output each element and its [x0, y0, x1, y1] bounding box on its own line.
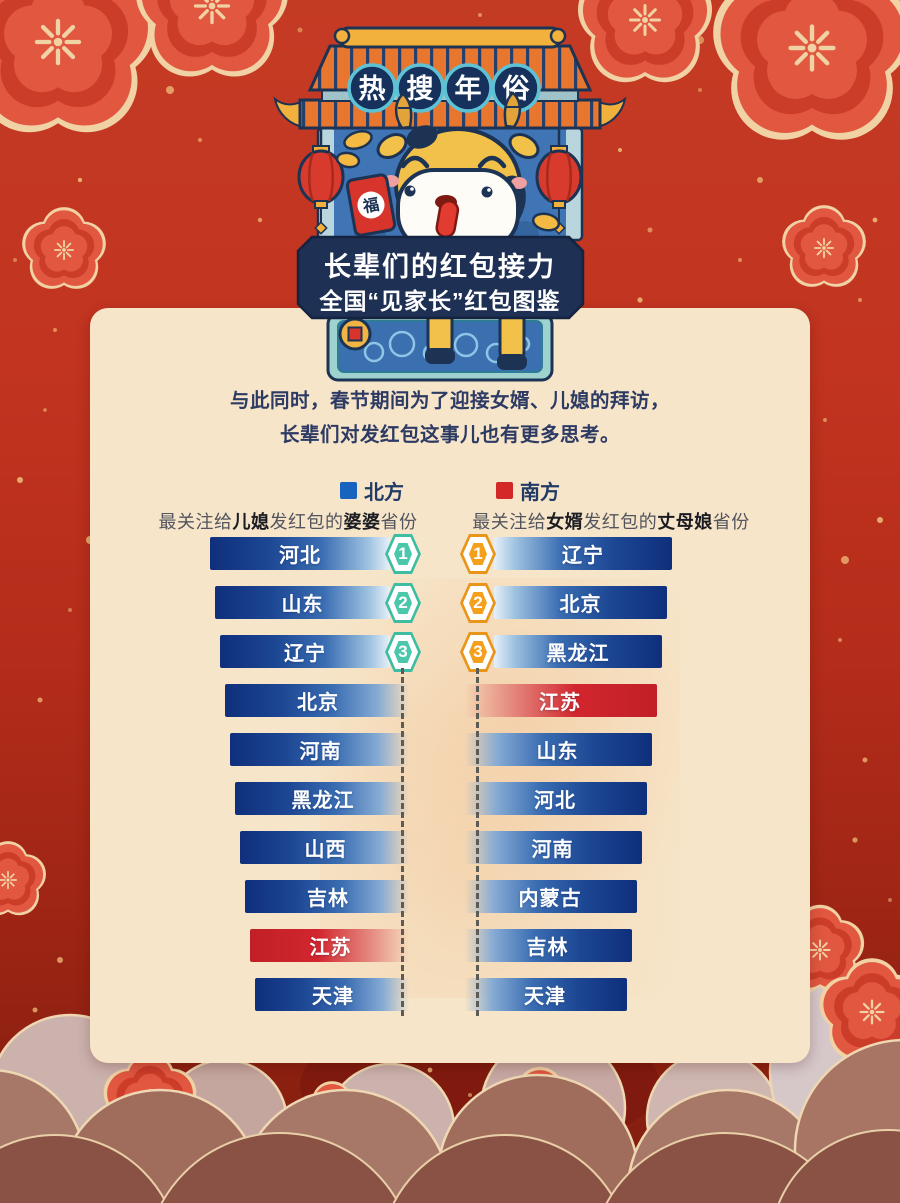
province-label: 河南: [299, 741, 342, 763]
ox-ear-right: [508, 133, 540, 159]
column-header-left: 最关注给儿媳发红包的婆婆省份: [158, 512, 418, 532]
province-bar: 江苏: [463, 684, 657, 717]
province-bar: 河南: [230, 733, 411, 766]
title-badge-circles: 热 搜 年 俗: [347, 63, 541, 113]
province-label: 北京: [559, 594, 602, 616]
province-bar: 辽宁 1: [460, 534, 672, 574]
province-bar: 吉林: [463, 929, 632, 962]
title-char-3: 年: [455, 73, 482, 104]
cloud-layer-front: [0, 1129, 900, 1203]
province-label: 河南: [531, 839, 574, 861]
ox-eyebrow-left: [400, 155, 430, 169]
province-bar: 河北 1: [210, 534, 421, 574]
north-color-swatch-icon: [340, 482, 357, 499]
title-char-2: 搜: [407, 74, 434, 104]
fu-character: 福: [361, 195, 381, 217]
province-bar: 河南: [463, 831, 642, 864]
legend-north-label: 北方: [364, 482, 404, 504]
province-label: 山西: [304, 839, 347, 861]
ox-horn-right: [503, 91, 522, 129]
province-label: 江苏: [539, 692, 581, 714]
intro-line-1: 与此同时，春节期间为了迎接女婿、儿媳的拜访，: [229, 390, 670, 412]
fu-red-envelope: 福: [345, 173, 397, 237]
province-label: 黑龙江: [546, 643, 610, 665]
rank-badge-hexagon-icon: 2: [460, 583, 496, 623]
banner-title-line-1: 长辈们的红包接力: [324, 251, 556, 282]
legend: 北方 南方: [90, 476, 810, 505]
gold-ingot-icons: [335, 129, 561, 232]
province-label: 黑龙江: [291, 790, 355, 812]
header-mascot-art: 热 搜 年 俗: [273, 26, 627, 382]
roof-ridge: [338, 26, 562, 49]
banner-plaque: 长辈们的红包接力 全国“见家长”红包图鉴: [296, 235, 585, 320]
province-bar: 山东 2: [215, 583, 421, 623]
province-bar: 辽宁 3: [220, 632, 421, 672]
intro-text: 与此同时，春节期间为了迎接女婿、儿媳的拜访， 长辈们对发红包这事儿也有更多思考。: [90, 384, 810, 452]
legend-item-north: 北方: [340, 476, 404, 505]
province-label: 天津: [312, 986, 354, 1008]
province-label: 内蒙古: [518, 888, 582, 910]
province-label: 吉林: [526, 937, 569, 959]
banner-title-line-2: 全国“见家长”红包图鉴: [319, 288, 561, 314]
province-label: 北京: [297, 692, 339, 714]
province-label: 吉林: [307, 888, 349, 910]
legend-south-label: 南方: [520, 482, 560, 504]
left-rank-dashed-line: [401, 668, 404, 1016]
province-label: 河北: [534, 790, 576, 812]
province-bar: 山东: [463, 733, 652, 766]
rank-badge-hexagon-icon: 3: [460, 632, 496, 672]
province-bar: 北京 2: [460, 583, 667, 623]
province-bar: 北京: [225, 684, 411, 717]
rank-badge-hexagon-icon: 3: [385, 632, 421, 672]
rank-badge-hexagon-icon: 1: [460, 534, 496, 574]
province-label: 天津: [524, 986, 566, 1008]
title-char-1: 热: [359, 74, 386, 104]
province-bar: 河北: [463, 782, 647, 815]
province-label: 辽宁: [562, 545, 604, 567]
province-bar: 天津: [463, 978, 627, 1011]
rank-badge-hexagon-icon: 2: [385, 583, 421, 623]
red-lantern-left-icon: [297, 128, 345, 235]
province-label: 山东: [536, 741, 579, 763]
south-color-swatch-icon: [496, 482, 513, 499]
province-label: 山东: [281, 594, 324, 616]
ox-horn-left: [394, 92, 413, 130]
column-header-right: 最关注给女婿发红包的丈母娘省份: [472, 512, 750, 532]
legend-item-south: 南方: [496, 476, 560, 505]
province-bar: 天津: [255, 978, 411, 1011]
ox-eyebrow-right: [477, 155, 507, 169]
province-bar: 吉林: [245, 880, 411, 913]
province-bar: 黑龙江 3: [460, 632, 662, 672]
ox-mascot: 福: [345, 91, 540, 252]
province-bar: 江苏: [250, 929, 411, 962]
province-label: 江苏: [309, 937, 352, 959]
ox-ear-left: [376, 133, 408, 159]
intro-line-2: 长辈们对发红包这事儿也有更多思考。: [279, 424, 620, 446]
province-bar: 山西: [240, 831, 411, 864]
rank-badge-hexagon-icon: 1: [385, 534, 421, 574]
right-rank-dashed-line: [476, 668, 479, 1016]
red-lantern-right-icon: [535, 128, 583, 235]
province-label: 辽宁: [284, 643, 326, 665]
province-label: 河北: [279, 545, 321, 567]
province-bar: 黑龙江: [235, 782, 411, 815]
content-card: 与此同时，春节期间为了迎接女婿、儿媳的拜访， 长辈们对发红包这事儿也有更多思考。…: [90, 308, 810, 1063]
province-bar: 内蒙古: [463, 880, 637, 913]
